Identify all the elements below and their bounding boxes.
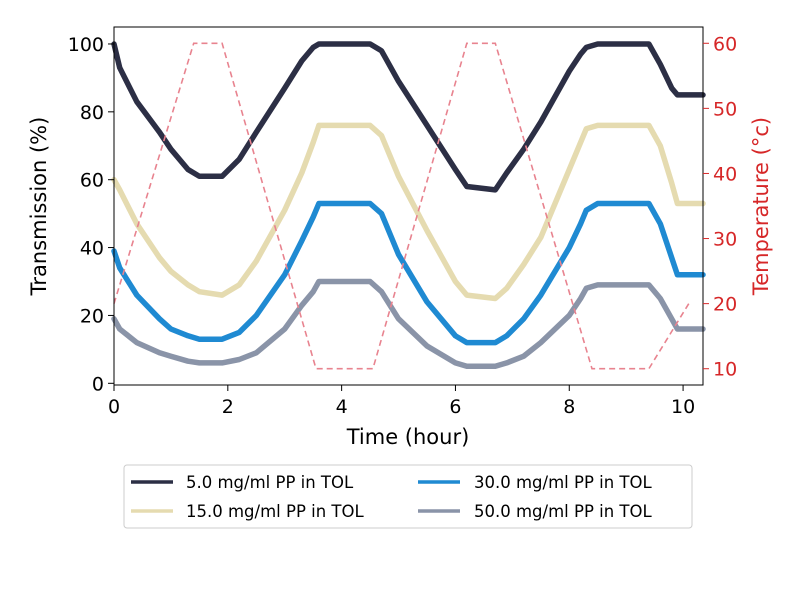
series-line-0: [111, 41, 706, 193]
y2-tick-label: 30: [713, 229, 737, 251]
x-tick-label: 10: [671, 396, 695, 418]
y2-tick-label: 40: [713, 163, 737, 185]
y2-tick-label: 10: [713, 359, 737, 381]
legend-label-5mg: 5.0 mg/ml PP in TOL: [186, 473, 354, 492]
x-axis-title: Time (hour): [346, 425, 470, 449]
legend: 5.0 mg/ml PP in TOL 15.0 mg/ml PP in TOL…: [123, 464, 693, 529]
series-line-2: [111, 200, 706, 346]
y2-tick-label: 50: [713, 98, 737, 120]
y-tick-label: 80: [80, 102, 104, 124]
series-layer: [111, 41, 706, 370]
y2-tick-label: 60: [713, 33, 737, 55]
y-axis-right: 10 20 30 40 50 60: [703, 33, 737, 381]
x-tick-label: 6: [449, 396, 461, 418]
x-tick-label: 8: [563, 396, 575, 418]
y-tick-label: 40: [80, 238, 104, 260]
plot-frame: [113, 26, 704, 386]
x-tick-label: 2: [222, 396, 234, 418]
y-tick-label: 60: [80, 170, 104, 192]
temperature-line: [113, 42, 690, 370]
legend-label-15mg: 15.0 mg/ml PP in TOL: [186, 502, 364, 521]
y-tick-label: 0: [92, 373, 104, 395]
series-line-3: [111, 278, 706, 370]
temperature-layer: [113, 42, 690, 370]
legend-label-50mg: 50.0 mg/ml PP in TOL: [474, 502, 652, 521]
series-line-1: [111, 122, 706, 302]
y2-tick-label: 20: [713, 294, 737, 316]
x-tick-label: 4: [336, 396, 348, 418]
x-tick-label: 0: [108, 396, 120, 418]
y-tick-label: 100: [68, 34, 104, 56]
x-axis: 0 2 4 6 8 10: [108, 385, 695, 418]
y-axis-title: Transmission (%): [27, 117, 51, 297]
y-axis-left: 0 20 40 60 80 100: [68, 34, 114, 395]
y2-axis-title: Temperature (°c): [749, 117, 773, 296]
legend-box: [123, 464, 693, 529]
legend-label-30mg: 30.0 mg/ml PP in TOL: [474, 473, 652, 492]
y-tick-label: 20: [80, 305, 104, 327]
